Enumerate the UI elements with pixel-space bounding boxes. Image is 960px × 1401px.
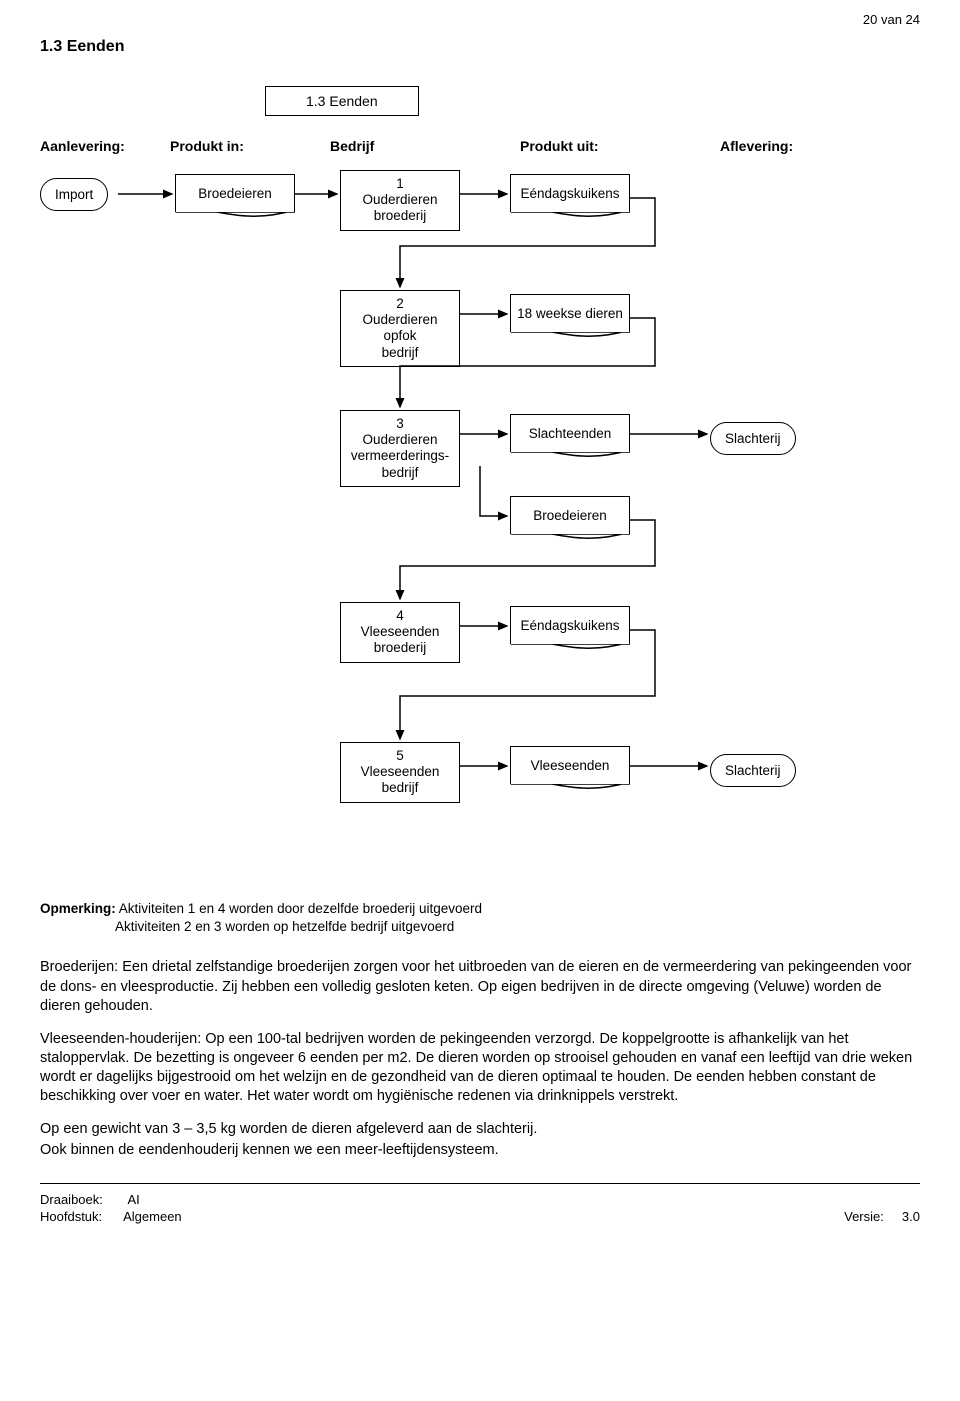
- process-5-label: 5 Vleeseenden bedrijf: [361, 748, 440, 795]
- remark-line2: Aktiviteiten 2 en 3 worden op hetzelfde …: [115, 919, 454, 934]
- col-aanlevering: Aanlevering:: [40, 138, 170, 154]
- doc-label: Eéndagskuikens: [510, 606, 630, 644]
- doc-slachteenden: Slachteenden: [510, 414, 630, 464]
- flowchart: Import Broedeieren 1 Ouderdieren broeder…: [40, 166, 920, 876]
- process-4-label: 4 Vleeseenden broederij: [361, 608, 440, 655]
- terminator-slachterij-2: Slachterij: [710, 754, 796, 787]
- doc-eendagskuikens-1: Eéndagskuikens: [510, 174, 630, 224]
- process-5: 5 Vleeseenden bedrijf: [340, 742, 460, 803]
- doc-label: 18 weekse dieren: [510, 294, 630, 332]
- remark-line1: Aktiviteiten 1 en 4 worden door dezelfde…: [119, 901, 482, 916]
- page-footer: Draaiboek: AI Hoofdstuk: Algemeen Versie…: [40, 1191, 920, 1244]
- footer-versie-value: 3.0: [902, 1209, 920, 1224]
- terminator-slachterij-1: Slachterij: [710, 422, 796, 455]
- doc-label: Broedeieren: [510, 496, 630, 534]
- doc-18weekse: 18 weekse dieren: [510, 294, 630, 344]
- section-heading: 1.3 Eenden: [40, 38, 920, 56]
- process-3-label: 3 Ouderdieren vermeerderings- bedrijf: [351, 416, 449, 480]
- terminator-import: Import: [40, 178, 108, 211]
- doc-vleeseenden-out: Vleeseenden: [510, 746, 630, 796]
- footer-draaiboek-label: Draaiboek:: [40, 1192, 103, 1207]
- paragraph-gewicht: Op een gewicht van 3 – 3,5 kg worden de …: [40, 1120, 920, 1139]
- footer-versie-label: Versie:: [844, 1209, 884, 1224]
- process-1: 1 Ouderdieren broederij: [340, 170, 460, 231]
- remark-block: Opmerking: Aktiviteiten 1 en 4 worden do…: [40, 900, 920, 936]
- paragraph-broederijen: Broederijen: Een drietal zelfstandige br…: [40, 958, 920, 1015]
- process-3: 3 Ouderdieren vermeerderings- bedrijf: [340, 410, 460, 487]
- doc-label: Slachteenden: [510, 414, 630, 452]
- col-aflevering: Aflevering:: [720, 138, 870, 154]
- doc-broedeieren-out: Broedeieren: [510, 496, 630, 546]
- paragraph-leeftijd: Ook binnen de eendenhouderij kennen we e…: [40, 1141, 920, 1160]
- footer-draaiboek-value: AI: [127, 1192, 139, 1207]
- column-headers: Aanlevering: Produkt in: Bedrijf Produkt…: [40, 138, 920, 154]
- remark-label: Opmerking:: [40, 901, 116, 916]
- process-2-label: 2 Ouderdieren opfok bedrijf: [362, 296, 437, 360]
- footer-hoofdstuk-label: Hoofdstuk:: [40, 1209, 102, 1224]
- process-1-label: 1 Ouderdieren broederij: [362, 176, 437, 223]
- paragraph-vleeseenden: Vleeseenden-houderijen: Op een 100-tal b…: [40, 1030, 920, 1107]
- col-bedrijf: Bedrijf: [330, 138, 520, 154]
- process-4: 4 Vleeseenden broederij: [340, 602, 460, 663]
- doc-label: Vleeseenden: [510, 746, 630, 784]
- doc-label: Broedeieren: [175, 174, 295, 212]
- col-produkt-in: Produkt in:: [170, 138, 330, 154]
- footer-hoofdstuk-value: Algemeen: [123, 1209, 182, 1224]
- doc-broedeieren-in: Broedeieren: [175, 174, 295, 224]
- body-text: Broederijen: Een drietal zelfstandige br…: [40, 958, 920, 1160]
- doc-eendagskuikens-2: Eéndagskuikens: [510, 606, 630, 656]
- footer-rule: [40, 1183, 920, 1184]
- process-2: 2 Ouderdieren opfok bedrijf: [340, 290, 460, 367]
- doc-label: Eéndagskuikens: [510, 174, 630, 212]
- page-number: 20 van 24: [863, 12, 920, 27]
- diagram-title-box: 1.3 Eenden: [265, 86, 419, 116]
- col-produkt-uit: Produkt uit:: [520, 138, 720, 154]
